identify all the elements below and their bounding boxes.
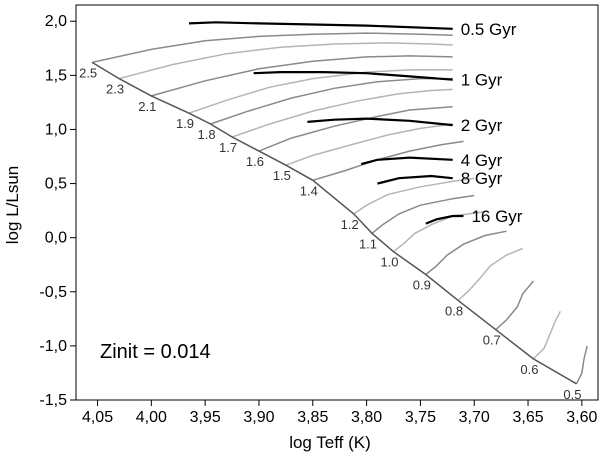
mass-label: 2.3 [106,82,124,97]
track-0_7 [495,280,534,331]
mass-label: 1.2 [341,217,359,232]
track-1_1 [371,194,475,234]
x-tick-label: 4,00 [136,409,167,426]
x-tick-label: 3,60 [566,409,597,426]
isochrone-line [188,21,453,30]
isochrone-line [307,117,453,127]
mass-label: 0.6 [520,362,538,377]
y-tick-label: -0,5 [39,284,67,301]
track-0_5 [575,345,588,385]
isochrone-label: 0.5 Gyr [461,20,517,39]
isochrone-line [253,71,453,81]
track-1_7 [231,88,453,138]
track-1_8 [210,77,453,125]
isochrone-label: 16 Gyr [471,207,522,226]
axes: 4,05 4,00 3,95 3,90 3,85 3,80 3,75 3,70 3,65 3,60… [39,4,599,426]
isochrone-line [377,174,453,185]
x-tick-label: 3,65 [512,409,543,426]
mass-label: 1.1 [359,236,377,251]
y-tick-label: 0,0 [45,230,67,247]
mass-label: 0.7 [483,333,501,348]
mass-label: 0.5 [563,387,581,402]
labels: 2.5 2.3 2.1 1.91.8 1.7 1.6 1.5 1.4 1.21.11.0 0.9 0… [79,20,581,402]
x-tick-label: 3,95 [190,409,221,426]
x-tick-label: 3,80 [351,409,382,426]
mass-label: 2.5 [79,65,97,80]
mass-label: 0.8 [445,303,463,318]
y-tick-label: 2,0 [45,13,67,30]
x-axis-title: log Teff (K) [289,433,371,452]
isochrone-line [425,214,464,225]
mass-label: 1.5 [273,168,291,183]
track-0_6 [532,310,561,360]
track-1_5 [285,123,453,166]
isochrone-label: 2 Gyr [461,116,503,135]
track-1_9 [188,69,453,114]
track-0_9 [425,230,507,276]
isochrones [188,21,464,225]
isochrone-label: 4 Gyr [461,151,503,170]
y-tick-label: 0,5 [45,176,67,193]
y-axis-title: log L/Lsun [3,166,22,244]
mass-label: 1.8 [197,127,215,142]
mass-label: 1.4 [300,183,318,198]
mass-label: 1.9 [176,116,194,131]
track-1_6 [258,105,453,152]
x-tick-label: 4,05 [82,409,113,426]
mass-label: 0.9 [413,277,431,292]
x-tick-label: 3,70 [459,409,490,426]
y-tick-label: -1,0 [39,338,67,355]
isochrone-line [360,156,453,166]
track-2_5 [91,32,453,64]
track-2_1 [151,55,453,97]
track-0_8 [457,247,523,301]
y-tick-label: 1,0 [45,121,67,138]
isochrone-label: 1 Gyr [461,71,503,90]
x-tick-label: 3,85 [297,409,328,426]
track-1_2 [353,177,475,215]
mass-label: 1.7 [219,140,237,155]
mass-label: 2.1 [138,99,156,114]
x-tick-label: 3,75 [405,409,436,426]
mass-label: 1.0 [380,255,398,270]
y-tick-label: 1,5 [45,67,67,84]
track-1_4 [312,140,464,182]
metallicity-annotation: Zinit = 0.014 [100,341,211,363]
mass-label: 1.6 [246,154,264,169]
isochrone-label: 8 Gyr [461,169,503,188]
plot-frame [75,4,599,401]
x-tick-label: 3,90 [243,409,274,426]
zams-line [91,61,577,385]
y-tick-label: -1,5 [39,392,67,409]
track-2_3 [118,42,453,80]
